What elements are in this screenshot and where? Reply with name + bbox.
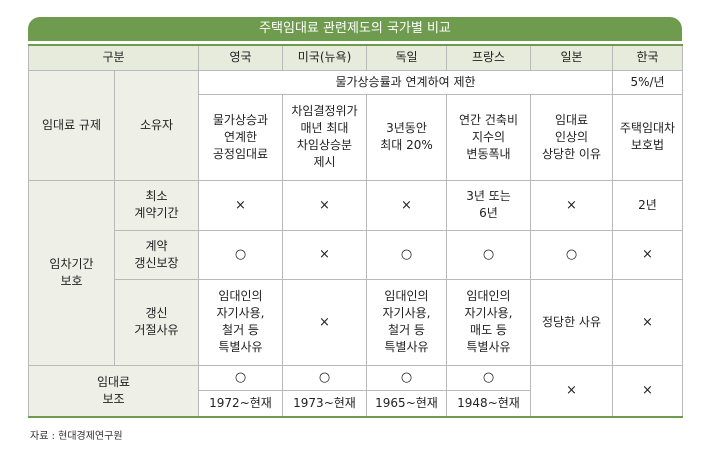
- table-cell: ○: [446, 364, 531, 391]
- table-cell: ○: [282, 364, 367, 391]
- header-country: 미국(뉴욕): [282, 44, 367, 71]
- rent-subsidy-period-row: 1972~현재 1973~현재 1965~현재 1948~현재: [29, 389, 683, 418]
- table-title: 주택임대료 관련제도의 국가별 비교: [28, 17, 682, 41]
- header-country: 프랑스: [446, 44, 531, 71]
- table-cell: 1965~현재: [366, 389, 447, 418]
- table-cell: ○: [446, 229, 531, 280]
- renewal-guarantee-row: 계약 갱신보장 ○ × ○ ○ ○ ×: [29, 229, 683, 280]
- tenancy-protection-label: 임차기간 보호: [28, 179, 115, 366]
- header-country: 독일: [366, 44, 447, 71]
- table-cell: 주택임대차 보호법: [612, 93, 683, 181]
- table-cell: ×: [366, 179, 447, 231]
- table-cell: ×: [198, 179, 283, 231]
- refusal-reason-row: 갱신 거절사유 임대인의 자기사용, 철거 등 특별사유 × 임대인의 자기사용…: [29, 278, 683, 366]
- rent-subsidy-label: 임대료 보조: [28, 364, 199, 418]
- header-country: 한국: [612, 44, 683, 71]
- rent-subsidy-mark-row: 임대료 보조 ○ ○ ○ ○ × ×: [28, 364, 683, 418]
- source-note: 자료 : 현대경제연구원: [30, 431, 123, 442]
- table-cell: ×: [612, 229, 683, 280]
- table-cell: ○: [366, 229, 447, 280]
- table-cell: 2년: [612, 179, 683, 231]
- table-cell: ×: [282, 179, 367, 231]
- table-cell: 정당한 사유: [530, 278, 613, 366]
- table-cell: 차임결정위가 매년 최대 차임상승분 제시: [282, 93, 367, 181]
- row-label: 최소 계약기간: [114, 179, 199, 231]
- table-cell: ×: [530, 364, 613, 418]
- table-cell: 3년 또는 6년: [446, 179, 531, 231]
- row-label: 갱신 거절사유: [114, 278, 199, 366]
- table-cell: 1948~현재: [446, 389, 531, 418]
- row-label: 계약 갱신보장: [114, 229, 199, 280]
- table-cell: 1972~현재: [198, 389, 283, 418]
- table-cell: ○: [530, 229, 613, 280]
- merged-note: 물가상승률과 연계하여 제한: [198, 69, 613, 95]
- table-cell: ○: [366, 364, 447, 391]
- table-cell: 연간 건축비 지수의 변동폭내: [446, 93, 531, 181]
- table-cell: 1973~현재: [282, 389, 367, 418]
- table-cell: ×: [612, 364, 683, 418]
- table-cell: 임대인의 자기사용, 철거 등 특별사유: [198, 278, 283, 366]
- header-country: 영국: [198, 44, 283, 71]
- header-row: 구분 영국 미국(뉴욕) 독일 프랑스 일본 한국: [28, 44, 683, 71]
- table-cell: ×: [282, 278, 367, 366]
- comparison-table: 구분 영국 미국(뉴욕) 독일 프랑스 일본 한국 임대료 규제 소유자 물가상…: [28, 44, 683, 418]
- table-cell: 물가상승과 연계한 공정임대료: [198, 93, 283, 181]
- header-country: 일본: [530, 44, 613, 71]
- rent-regulation-note-row: 임대료 규제 소유자 물가상승률과 연계하여 제한 5%/년: [28, 69, 683, 181]
- table-cell: ×: [530, 179, 613, 231]
- owner-label: 소유자: [114, 69, 199, 181]
- table-cell: ○: [198, 229, 283, 280]
- table-cell: 임대인의 자기사용, 매도 등 특별사유: [446, 278, 531, 366]
- rent-regulation-label: 임대료 규제: [28, 69, 115, 181]
- table-cell: 3년동안 최대 20%: [366, 93, 447, 181]
- table-cell: 임대료 인상의 상당한 이유: [530, 93, 613, 181]
- korea-note: 5%/년: [612, 69, 683, 95]
- min-contract-row: 임차기간 보호 최소 계약기간 × × × 3년 또는 6년 × 2년: [28, 179, 683, 366]
- table-cell: ×: [282, 229, 367, 280]
- table-cell: ×: [612, 278, 683, 366]
- table-cell: 임대인의 자기사용, 철거 등 특별사유: [366, 278, 447, 366]
- header-category: 구분: [28, 44, 199, 71]
- table-cell: ○: [198, 364, 283, 391]
